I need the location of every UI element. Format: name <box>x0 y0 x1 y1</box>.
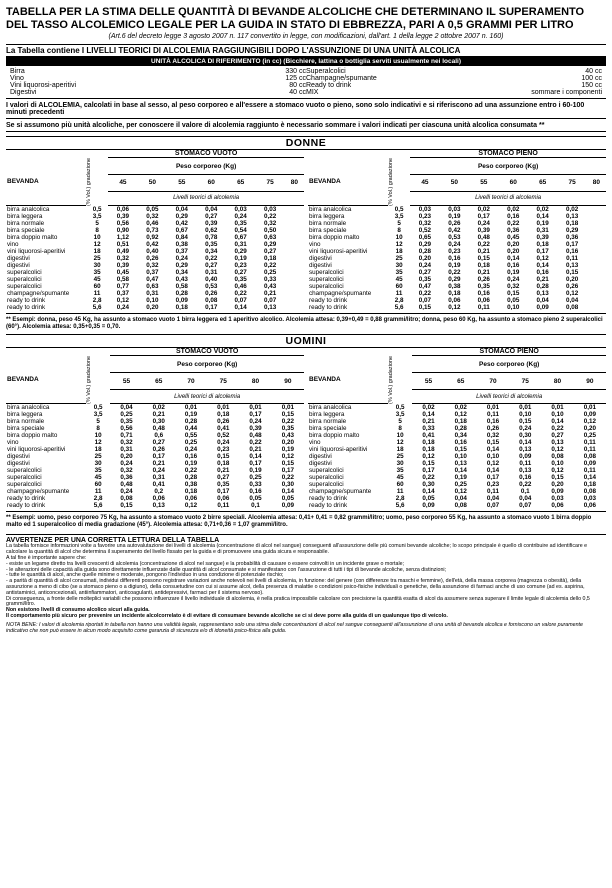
section-uomini: UOMINI <box>6 334 606 348</box>
reference-units: Birra330 ccVino125 ccVini liquorosi-aper… <box>6 66 606 99</box>
page-title: TABELLA PER LA STIMA DELLE QUANTITÀ DI B… <box>6 6 606 31</box>
section-donne: DONNE <box>6 136 606 150</box>
law-reference: (Art.6 del decreto legge 3 agosto 2007 n… <box>6 33 606 40</box>
subtitle: La Tabella contiene I LIVELLI TEORICI DI… <box>6 46 606 55</box>
note-sum: Se si assumono più unità alcoliche, per … <box>6 122 606 132</box>
alcolemia-table: STOMACO VUOTOBEVANDA(% Vol.) gradazioneP… <box>6 348 304 509</box>
alcolemia-table: STOMACO PIENOBEVANDA(% Vol.) gradazioneP… <box>308 348 606 509</box>
alcolemia-table: STOMACO PIENOBEVANDA(% Vol.) gradazioneP… <box>308 150 606 311</box>
alcolemia-table: STOMACO VUOTOBEVANDA(% Vol.) gradazioneP… <box>6 150 304 311</box>
footnote-donne: ** Esempi: donna, peso 45 Kg, ha assunto… <box>6 317 606 330</box>
note-valores: I valori di ALCOLEMIA, calcolati in base… <box>6 102 606 119</box>
reference-header: UNITÀ ALCOLICA DI RIFERIMENTO (in cc) (B… <box>6 57 606 66</box>
footnote-uomini: ** Esempi: uomo, peso corporeo 75 Kg, ha… <box>6 515 606 528</box>
advisory: AVVERTENZE PER UNA CORRETTA LETTURA DELL… <box>6 534 606 635</box>
